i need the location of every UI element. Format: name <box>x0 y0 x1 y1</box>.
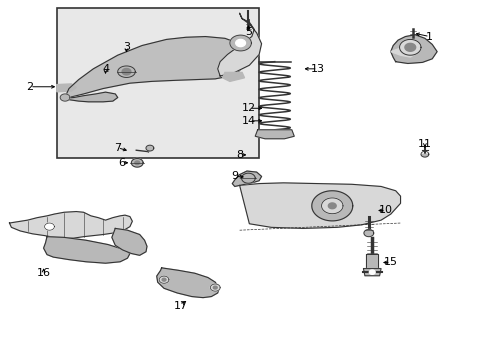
Polygon shape <box>420 154 428 157</box>
Polygon shape <box>210 284 220 291</box>
Text: 6: 6 <box>118 158 125 168</box>
Text: 4: 4 <box>102 64 109 74</box>
Polygon shape <box>131 158 143 167</box>
Text: 14: 14 <box>242 116 256 126</box>
Text: 10: 10 <box>378 206 392 216</box>
Text: 15: 15 <box>383 257 397 267</box>
Polygon shape <box>66 37 244 98</box>
Polygon shape <box>9 212 132 238</box>
Polygon shape <box>321 198 342 214</box>
Text: 17: 17 <box>174 301 188 311</box>
Polygon shape <box>157 268 219 298</box>
Polygon shape <box>239 183 400 228</box>
Polygon shape <box>222 72 244 81</box>
Polygon shape <box>61 92 118 102</box>
Polygon shape <box>112 228 147 255</box>
Polygon shape <box>363 269 380 276</box>
Polygon shape <box>135 161 140 165</box>
Polygon shape <box>213 286 217 289</box>
Polygon shape <box>232 171 261 186</box>
Text: 3: 3 <box>123 42 130 52</box>
Polygon shape <box>159 276 168 283</box>
Polygon shape <box>399 40 420 55</box>
Text: 2: 2 <box>26 82 34 92</box>
Polygon shape <box>118 66 135 77</box>
Polygon shape <box>229 35 251 51</box>
Text: 12: 12 <box>242 103 256 113</box>
Polygon shape <box>328 203 335 209</box>
Polygon shape <box>122 68 131 75</box>
Polygon shape <box>390 47 417 57</box>
Polygon shape <box>368 270 374 274</box>
Text: 13: 13 <box>310 64 324 74</box>
Polygon shape <box>390 35 436 63</box>
Text: 11: 11 <box>417 139 431 149</box>
Polygon shape <box>60 94 70 101</box>
Text: 8: 8 <box>236 150 243 160</box>
Polygon shape <box>43 237 130 263</box>
Polygon shape <box>366 253 377 268</box>
Polygon shape <box>162 278 165 281</box>
Bar <box>57 8 259 158</box>
Polygon shape <box>44 223 54 230</box>
Text: 1: 1 <box>426 32 432 41</box>
Polygon shape <box>311 191 352 221</box>
Polygon shape <box>241 173 255 183</box>
Polygon shape <box>235 40 245 46</box>
Polygon shape <box>404 43 415 51</box>
Text: 16: 16 <box>37 268 50 278</box>
Polygon shape <box>57 84 76 92</box>
Polygon shape <box>146 145 154 151</box>
Polygon shape <box>255 130 294 139</box>
Text: 9: 9 <box>231 171 238 181</box>
Polygon shape <box>217 13 261 76</box>
Polygon shape <box>363 229 373 237</box>
Text: 5: 5 <box>244 27 251 37</box>
Text: 7: 7 <box>114 143 121 153</box>
